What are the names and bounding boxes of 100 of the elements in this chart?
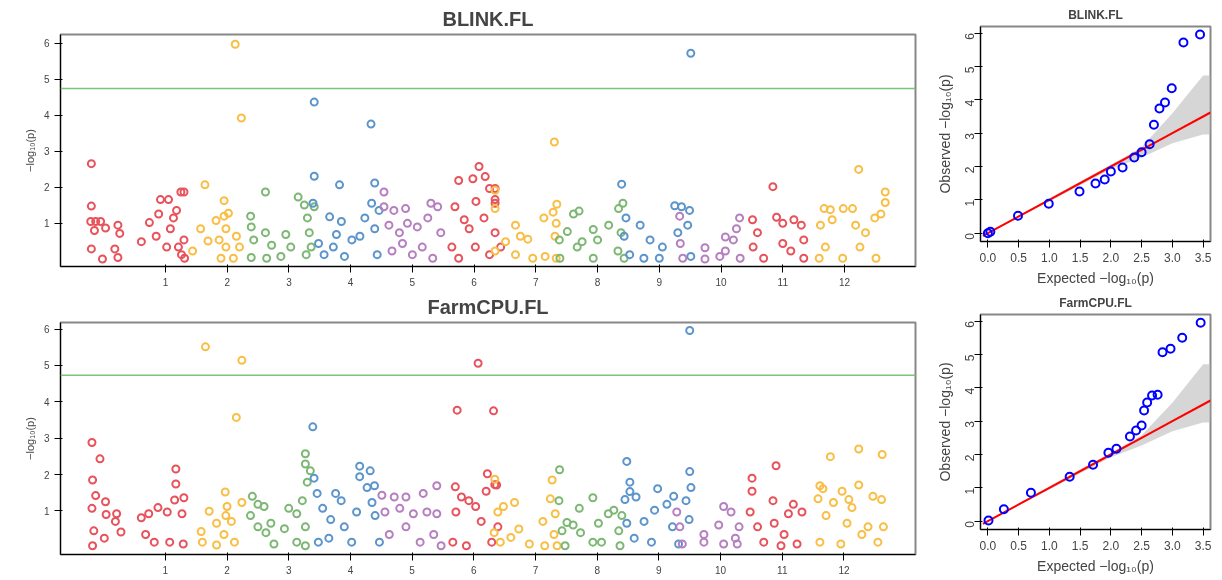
x-tick-label: 12	[838, 564, 850, 576]
point	[1178, 37, 1189, 48]
point	[550, 509, 560, 519]
point	[622, 518, 632, 528]
point	[772, 212, 782, 222]
point	[496, 242, 506, 252]
y-tick-label: 4	[963, 387, 977, 395]
point	[221, 242, 231, 252]
point	[408, 509, 418, 519]
point	[1088, 459, 1099, 470]
point	[700, 254, 710, 264]
y-tick-label: 6	[963, 32, 977, 40]
point	[685, 205, 695, 215]
point	[613, 246, 623, 256]
point	[779, 530, 789, 539]
point	[246, 511, 255, 521]
point	[284, 503, 294, 513]
y-tick-label: 5	[43, 360, 50, 372]
point	[362, 483, 372, 493]
point	[426, 198, 436, 208]
point	[735, 253, 745, 263]
point	[880, 187, 890, 197]
point	[459, 215, 469, 225]
x-tick-label: 1.5	[1071, 538, 1089, 553]
point	[574, 503, 584, 513]
point	[792, 539, 802, 549]
y-tick-label: 2	[963, 166, 977, 174]
point	[1136, 147, 1147, 158]
point	[226, 516, 236, 526]
point	[614, 204, 624, 214]
point	[211, 215, 221, 225]
point	[876, 209, 886, 219]
y-tick-label: 6	[43, 324, 50, 336]
point	[854, 480, 864, 490]
y-tick-label: 2	[43, 469, 50, 481]
point	[302, 213, 312, 223]
point	[878, 522, 888, 532]
point	[86, 159, 96, 169]
point	[299, 200, 309, 210]
point	[432, 481, 442, 491]
y-tick-label: 1	[43, 505, 50, 517]
point	[367, 198, 377, 208]
point	[331, 488, 341, 498]
point	[673, 228, 683, 238]
point	[355, 231, 365, 241]
point	[476, 516, 486, 526]
x-tick-label: 1	[162, 276, 169, 288]
y-tick-label: 0	[963, 232, 977, 240]
point	[454, 176, 464, 186]
point	[384, 220, 394, 230]
point	[873, 537, 883, 547]
point	[523, 234, 533, 244]
point	[180, 253, 190, 263]
point	[490, 474, 500, 484]
x-tick-label: 2.0	[1102, 250, 1120, 265]
point	[618, 198, 628, 208]
point	[172, 205, 182, 215]
point	[86, 217, 96, 227]
point	[110, 516, 120, 526]
point	[96, 217, 106, 227]
point	[1129, 152, 1140, 163]
point	[220, 487, 230, 497]
point	[370, 511, 380, 521]
point	[247, 491, 257, 501]
point	[326, 515, 336, 525]
point	[686, 251, 696, 261]
point	[868, 491, 878, 501]
point	[1025, 487, 1036, 498]
point	[1195, 317, 1206, 328]
point	[173, 242, 183, 252]
point	[675, 522, 685, 532]
point	[1177, 332, 1188, 343]
point	[683, 220, 693, 230]
point	[625, 250, 635, 260]
point	[481, 486, 491, 496]
point	[292, 537, 302, 547]
point	[557, 526, 567, 536]
point	[153, 503, 163, 513]
point	[379, 202, 389, 212]
point	[568, 520, 578, 530]
point	[389, 205, 399, 215]
point	[318, 503, 328, 513]
point	[880, 197, 890, 207]
x-tick-label: 3.5	[1194, 538, 1212, 553]
point	[1131, 425, 1142, 436]
point	[489, 528, 499, 538]
point	[552, 541, 562, 551]
point	[336, 217, 346, 227]
point	[101, 497, 111, 507]
point	[471, 502, 481, 511]
point	[539, 213, 549, 223]
point	[347, 537, 357, 547]
point	[675, 238, 685, 248]
point	[309, 97, 319, 107]
point	[88, 475, 98, 485]
point	[379, 187, 389, 197]
point	[464, 496, 474, 506]
point	[768, 182, 778, 192]
point	[1117, 162, 1128, 173]
point	[402, 218, 412, 228]
